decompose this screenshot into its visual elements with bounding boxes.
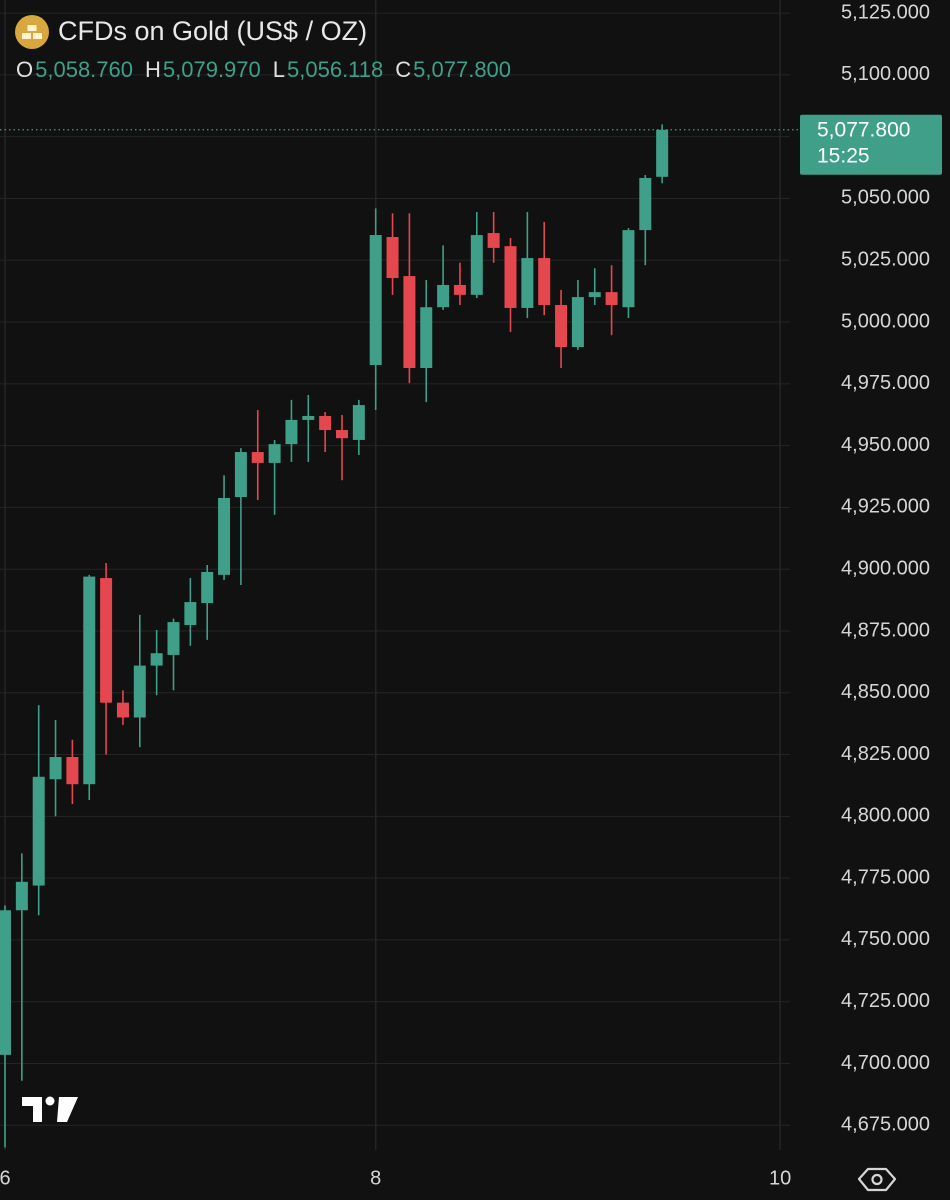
y-tick-label: 4,675.000 bbox=[841, 1114, 930, 1136]
candle-body bbox=[83, 576, 96, 785]
candle-body bbox=[32, 776, 45, 886]
y-tick-label: 4,825.000 bbox=[841, 743, 930, 765]
candle-body bbox=[336, 430, 348, 439]
candle-body bbox=[386, 237, 399, 279]
x-tick-label: 10 bbox=[769, 1167, 791, 1189]
candle-body bbox=[184, 602, 197, 626]
candle-body bbox=[66, 757, 79, 785]
legend-value: 5,058.760 bbox=[35, 57, 133, 82]
candle-body bbox=[167, 622, 180, 655]
countdown-label: 15:25 bbox=[817, 144, 870, 167]
last-price-tag bbox=[800, 114, 942, 175]
legend-value: 5,077.800 bbox=[413, 57, 511, 82]
candle-body bbox=[218, 498, 231, 575]
candle-body bbox=[504, 246, 517, 308]
candle-body bbox=[656, 129, 669, 177]
candle-body bbox=[639, 177, 652, 231]
y-tick-label: 4,950.000 bbox=[841, 434, 930, 456]
y-tick-label: 4,750.000 bbox=[841, 928, 930, 950]
candle-body bbox=[521, 258, 534, 308]
y-tick-label: 5,050.000 bbox=[841, 187, 930, 209]
candle-body bbox=[100, 578, 113, 703]
legend-label: O bbox=[16, 57, 33, 82]
last-price-label: 5,077.800 bbox=[817, 118, 910, 141]
y-tick-label: 4,875.000 bbox=[841, 619, 930, 641]
candle-body bbox=[116, 702, 129, 718]
candle-body bbox=[49, 757, 62, 780]
candle-body bbox=[605, 292, 618, 305]
candle-body bbox=[268, 444, 281, 463]
candle-body bbox=[470, 235, 483, 295]
candle-body bbox=[285, 419, 298, 445]
candle-body bbox=[437, 284, 450, 308]
y-tick-label: 4,900.000 bbox=[841, 557, 930, 579]
candle-body bbox=[15, 881, 28, 911]
candle-body bbox=[588, 292, 601, 298]
symbol-icon bbox=[15, 15, 49, 49]
candle-body bbox=[0, 910, 11, 1055]
y-tick-label: 5,000.000 bbox=[841, 310, 930, 332]
candle-body bbox=[555, 304, 568, 348]
candle-body bbox=[352, 405, 365, 440]
settings-button[interactable] bbox=[857, 1167, 897, 1192]
candle-body bbox=[453, 284, 466, 295]
candle-body bbox=[420, 307, 433, 369]
y-tick-label: 5,100.000 bbox=[841, 63, 930, 85]
candles bbox=[0, 124, 669, 1148]
y-tick-label: 4,775.000 bbox=[841, 866, 930, 888]
candle-body bbox=[487, 233, 500, 248]
candle-body bbox=[133, 665, 146, 718]
y-tick-label: 4,975.000 bbox=[841, 372, 930, 394]
candle-body bbox=[622, 230, 635, 308]
candle-body bbox=[571, 297, 584, 348]
legend-value: 5,079.970 bbox=[163, 57, 261, 82]
logo bbox=[22, 1096, 78, 1122]
grid bbox=[0, 0, 790, 1150]
candle-body bbox=[201, 571, 214, 604]
candle-body bbox=[150, 653, 163, 666]
legend-label: H bbox=[145, 57, 161, 82]
y-tick-label: 5,025.000 bbox=[841, 249, 930, 271]
y-tick-label: 4,850.000 bbox=[841, 681, 930, 703]
legend-label: C bbox=[395, 57, 411, 82]
candle-body bbox=[234, 452, 247, 498]
candle-body bbox=[403, 276, 416, 369]
candle-body bbox=[302, 415, 315, 420]
ohlc-legend: O 5,058.760 H 5,079.970 L 5,056.118 C 5,077.800 bbox=[16, 57, 511, 82]
candle-body bbox=[251, 452, 264, 463]
y-tick-label: 4,725.000 bbox=[841, 990, 930, 1012]
x-tick-label: 8 bbox=[370, 1167, 381, 1189]
chart-title: CFDs on Gold (US$ / OZ) bbox=[58, 16, 367, 46]
y-tick-label: 4,800.000 bbox=[841, 805, 930, 827]
candle-body bbox=[369, 235, 382, 366]
x-tick-label: 6 bbox=[0, 1167, 11, 1189]
candle-body bbox=[319, 415, 332, 431]
y-tick-label: 5,125.000 bbox=[841, 1, 930, 23]
legend-label: L bbox=[273, 57, 285, 82]
candle-body bbox=[538, 258, 551, 305]
y-tick-label: 4,700.000 bbox=[841, 1052, 930, 1074]
legend-value: 5,056.118 bbox=[287, 57, 383, 82]
y-tick-label: 4,925.000 bbox=[841, 496, 930, 518]
